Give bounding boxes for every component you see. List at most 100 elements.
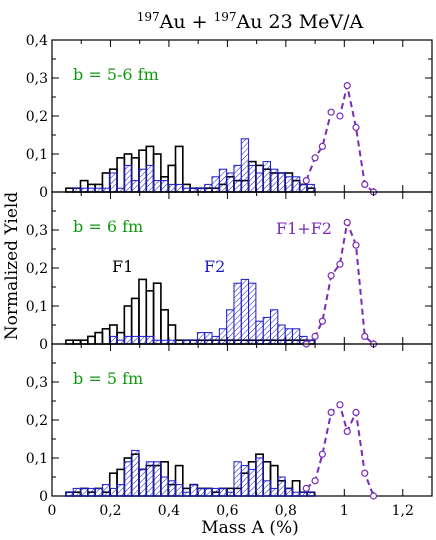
f2-bar [262, 161, 272, 193]
f2-bar [270, 168, 279, 193]
f2-bar [109, 487, 118, 497]
f2-bar [270, 487, 279, 497]
f2-bar [94, 487, 103, 497]
f2-bar [153, 461, 162, 497]
f1-bar [160, 308, 169, 345]
f2-bar [131, 180, 140, 193]
f1f2-point [327, 272, 335, 280]
f2-bar [277, 324, 286, 345]
y-tick-label: 0 [39, 489, 48, 505]
f2-bar [291, 328, 301, 345]
f1f2-point [327, 408, 335, 416]
f2-bar [87, 487, 96, 497]
y-tick-label: 0,2 [26, 413, 48, 429]
f2-bar [204, 183, 213, 193]
f2-bar [255, 172, 264, 193]
f1f2-line [305, 218, 375, 345]
f1f2-point [336, 401, 344, 409]
f2-bar [211, 176, 220, 193]
f2-bar [175, 183, 184, 193]
f1f2-point [327, 108, 335, 116]
f2-bar [240, 465, 250, 497]
f1-bar [87, 335, 96, 345]
f2-bar [167, 183, 176, 193]
title-mass-number-2: 197 [214, 10, 237, 24]
f1f2-point [336, 112, 344, 120]
f2-bar [277, 476, 286, 497]
f2-bar [240, 278, 250, 345]
f2-bar [306, 491, 315, 497]
f1f2-point [352, 123, 360, 132]
f2-bar [160, 476, 169, 497]
f1f2-point [352, 408, 360, 416]
x-tick-label: 1 [340, 503, 349, 519]
f2-bar [189, 484, 198, 497]
f1-bar [138, 278, 148, 345]
f1-bar [152, 282, 162, 345]
f2-bar [145, 164, 155, 193]
f2-bar [123, 335, 133, 345]
f2-bar [138, 168, 147, 193]
f1f2-point [361, 469, 369, 477]
f2-bar [109, 172, 118, 193]
y-tick-label: 0,3 [26, 375, 48, 391]
f2-bar [123, 461, 133, 497]
f1-bar [94, 331, 104, 345]
x-axis-label: Mass A (%) [201, 518, 299, 538]
f2-bar [123, 164, 133, 193]
f2-bar [131, 449, 140, 497]
f2-bar [218, 328, 228, 345]
f2-bar [248, 164, 257, 193]
panel-bottom: 0 0,1 0,2 0,3 b = 5 fm 0 0,2 0,4 0,6 0,8 1 1,2 [26, 343, 433, 519]
f2-bar [211, 335, 220, 345]
f1f2-line [305, 85, 375, 193]
f2-bar [233, 461, 242, 497]
y-tick-label: 0,2 [26, 261, 48, 277]
f1f2-point [318, 142, 326, 150]
f1f2-point [352, 241, 360, 249]
f1f2-point [369, 492, 378, 500]
f1f2-point [302, 484, 310, 492]
f2-bar [80, 487, 89, 497]
f2-bar [218, 168, 228, 193]
f2-bar [167, 480, 176, 497]
f1-bar [116, 157, 126, 193]
panel-label: b = 5 fm [73, 369, 143, 388]
f1f2-point [343, 81, 351, 90]
x-tick-label: 0,6 [216, 503, 238, 519]
f2-bar [299, 183, 308, 193]
f1f2-point [318, 317, 326, 325]
f2-bar [211, 487, 220, 497]
f2-bar [284, 176, 293, 193]
f2-bar [270, 309, 279, 345]
f2-bar [218, 487, 228, 497]
x-tick-label: 1,2 [392, 503, 414, 519]
f1f2-point [343, 427, 351, 435]
f1f2-point [336, 260, 344, 268]
f2-bar [291, 491, 301, 497]
x-tick-label: 0,8 [275, 503, 297, 519]
f2-bar [233, 282, 242, 345]
f1f2-point [311, 332, 319, 340]
f2-bar [240, 138, 250, 193]
f2-bar [226, 491, 235, 497]
f2-bar [182, 491, 191, 497]
f2-bar [299, 491, 308, 497]
figure-title: 197Au + 197Au 23 MeV/A [137, 10, 364, 33]
panel-top: 0 0,1 0,2 0,3 0,4 b = 5-6 fm [26, 33, 433, 201]
f2-bar [284, 328, 293, 345]
y-tick-label: 0,3 [26, 223, 48, 239]
f2-bar [138, 335, 147, 345]
f1f2-point [318, 450, 326, 458]
f2-bar [196, 487, 206, 497]
y-tick-label: 0,1 [26, 451, 48, 467]
y-tick-label: 0 [39, 337, 48, 353]
f1f2-point [311, 477, 319, 485]
f1f2-point [343, 218, 351, 226]
f2-bar [248, 468, 257, 497]
chart-panels: 0 0,1 0,2 0,3 0,4 b = 5-6 fm 0 0,1 0,2 0,3 b = 6 f… [26, 33, 433, 519]
f2-bar [175, 484, 184, 497]
y-tick-label: 0,3 [26, 71, 48, 87]
f2-bar [153, 180, 162, 193]
